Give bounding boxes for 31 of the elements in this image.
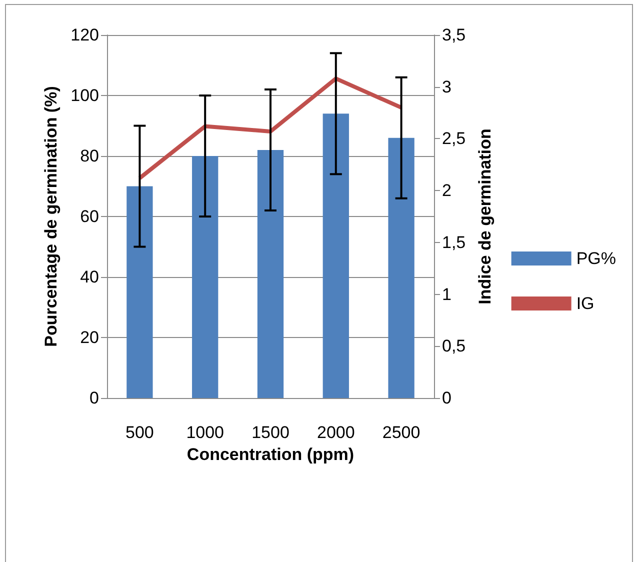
bar xyxy=(257,150,284,398)
bar xyxy=(388,138,414,398)
y2-tick-label: 3,5 xyxy=(442,26,466,44)
x-tick-label: 500 xyxy=(126,423,154,442)
y2-tick-label: 0,5 xyxy=(442,336,466,356)
y-tick-label: 0 xyxy=(90,388,99,408)
y-tick-label: 120 xyxy=(70,26,99,44)
bar xyxy=(192,156,218,398)
y2-tick-label: 1 xyxy=(442,284,452,304)
y2-tick-label: 3 xyxy=(442,77,452,96)
y2-tick-label: 2,5 xyxy=(442,129,466,148)
y-tick-label: 20 xyxy=(80,328,99,347)
legend-label: IG xyxy=(576,294,594,313)
x-tick-label: 1000 xyxy=(186,423,224,442)
x-axis-title: Concentration (ppm) xyxy=(186,444,354,464)
x-tick-label: 1500 xyxy=(252,423,290,442)
bar xyxy=(126,186,153,398)
y-tick-label: 40 xyxy=(80,268,99,286)
x-tick-label: 2500 xyxy=(382,423,420,442)
y2-tick-label: 1,5 xyxy=(442,232,466,252)
y-tick-label: 60 xyxy=(80,207,99,226)
y2-axis-title: Indice de germination xyxy=(476,128,495,304)
y2-tick-label: 0 xyxy=(442,388,452,408)
y-axis-title: Pourcentage de germination (%) xyxy=(42,86,61,347)
y2-tick-label: 2 xyxy=(442,181,452,200)
x-tick-label: 2000 xyxy=(316,423,355,442)
legend-label: PG% xyxy=(576,249,616,268)
y-tick-label: 80 xyxy=(80,146,99,166)
bar xyxy=(322,114,349,398)
y-tick-label: 100 xyxy=(70,86,99,105)
line-series xyxy=(138,76,404,180)
